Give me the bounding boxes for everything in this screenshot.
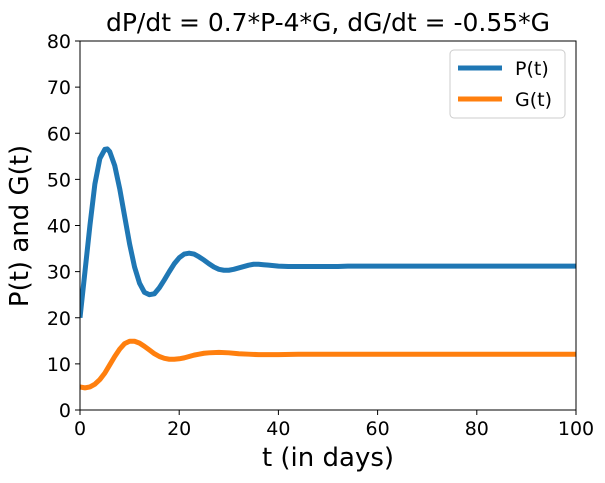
x-tick-label: 20: [167, 418, 191, 440]
y-tick-label: 40: [47, 216, 71, 238]
y-tick-label: 50: [47, 169, 71, 191]
y-tick-label: 30: [47, 262, 71, 284]
legend-label: P(t): [515, 58, 549, 80]
x-tick-label: 80: [465, 418, 489, 440]
x-tick-label: 100: [558, 418, 594, 440]
x-tick-label: 40: [266, 418, 290, 440]
x-tick-label: 0: [74, 418, 86, 440]
chart-title: dP/dt = 0.7*P-4*G, dG/dt = -0.55*G: [106, 8, 550, 37]
y-tick-label: 20: [47, 308, 71, 330]
x-axis-label: t (in days): [262, 443, 394, 473]
y-tick-label: 70: [47, 77, 71, 99]
series-line-gt: [80, 338, 576, 391]
x-tick-label: 60: [366, 418, 390, 440]
y-axis-label: P(t) and G(t): [5, 145, 35, 307]
y-tick-label: 0: [59, 400, 71, 422]
y-tick-label: 10: [47, 354, 71, 376]
series-line-pt: [80, 146, 576, 319]
legend-label: G(t): [515, 89, 552, 111]
y-tick-label: 60: [47, 123, 71, 145]
plot-area: 0 20 40 60 80 100 0 10 20 30 40 50 60 70 80 P(t) G(t): [47, 31, 594, 440]
y-tick-label: 80: [47, 31, 71, 53]
